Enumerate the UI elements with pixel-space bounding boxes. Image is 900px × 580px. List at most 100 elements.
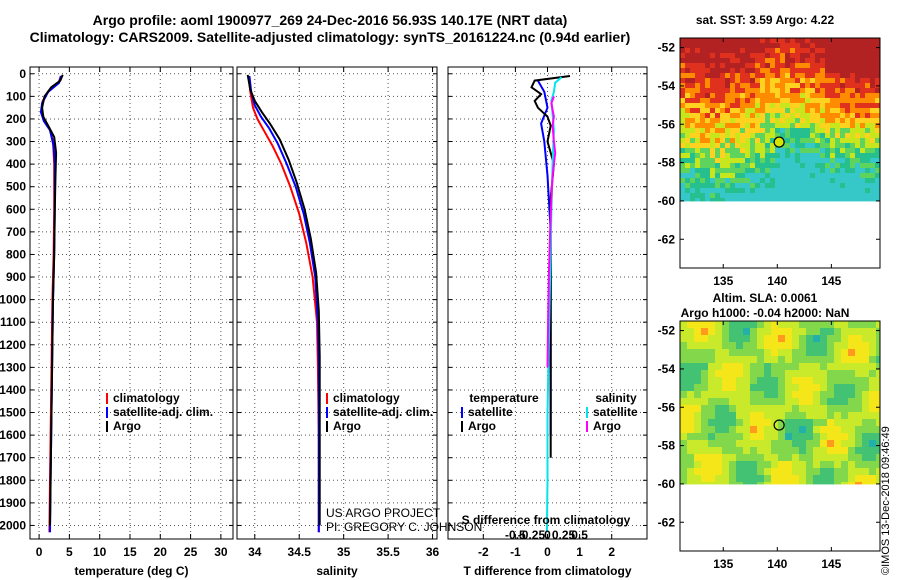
depth-tick-label: 500 bbox=[6, 180, 26, 194]
legend-label-temperature: satellite bbox=[468, 405, 513, 419]
top-tick-label: -0.5 bbox=[505, 528, 526, 542]
x-axis-label-temperature: temperature (deg C) bbox=[74, 564, 188, 578]
map-y-tick-label: -56 bbox=[658, 117, 676, 131]
x-tick-label: 34.5 bbox=[288, 545, 312, 559]
depth-tick-label: 900 bbox=[6, 270, 26, 284]
series-line-salinity-0 bbox=[247, 75, 320, 533]
map-x-tick-label: 140 bbox=[767, 557, 787, 571]
argo-position-marker bbox=[773, 136, 785, 148]
legend-title-salinity: salinity bbox=[595, 391, 637, 405]
top-tick-label: 0.5 bbox=[571, 528, 588, 542]
depth-tick-label: 1200 bbox=[0, 338, 26, 352]
x-tick-label: 1 bbox=[576, 545, 583, 559]
x-tick-label: -1 bbox=[510, 545, 521, 559]
map-frame-sst_map bbox=[679, 37, 881, 269]
depth-tick-label: 400 bbox=[6, 157, 26, 171]
depth-tick-label: 100 bbox=[6, 89, 26, 103]
panel-frame-salinity bbox=[236, 66, 438, 540]
depth-tick-label: 2000 bbox=[0, 518, 26, 532]
sla-map-title-1: Altim. SLA: 0.0061 bbox=[713, 291, 818, 305]
legend-label-salinity: satellite bbox=[593, 405, 638, 419]
depth-tick-label: 1800 bbox=[0, 473, 26, 487]
legend-label-salinity: climatology bbox=[333, 391, 400, 405]
map-y-tick-label: -60 bbox=[658, 477, 676, 491]
series-line-difference-3 bbox=[546, 96, 557, 368]
x-tick-label: 0 bbox=[544, 545, 551, 559]
series-line-temperature-2 bbox=[41, 74, 64, 526]
map-x-tick-label: 140 bbox=[767, 274, 787, 288]
x-tick-label: 30 bbox=[214, 545, 228, 559]
x-axis-label-top: S difference from climatology bbox=[462, 513, 631, 527]
plot-title-line2: Climatology: CARS2009. Satellite-adjuste… bbox=[29, 29, 631, 45]
x-tick-label: 15 bbox=[123, 545, 137, 559]
legend-title-temperature: temperature bbox=[469, 391, 539, 405]
x-tick-label: 2 bbox=[608, 545, 615, 559]
series-line-salinity-1 bbox=[248, 75, 320, 533]
depth-tick-label: 1900 bbox=[0, 496, 26, 510]
depth-tick-label: 1300 bbox=[0, 360, 26, 374]
depth-tick-label: 300 bbox=[6, 135, 26, 149]
depth-tick-label: 1600 bbox=[0, 428, 26, 442]
map-y-tick-label: -52 bbox=[658, 41, 676, 55]
map-y-tick-label: -56 bbox=[658, 400, 676, 414]
x-tick-label: 36 bbox=[426, 545, 440, 559]
x-axis-label-difference: T difference from climatology bbox=[463, 564, 631, 578]
depth-tick-label: 1000 bbox=[0, 293, 26, 307]
x-tick-label: 5 bbox=[66, 545, 73, 559]
map-y-tick-label: -52 bbox=[658, 324, 676, 338]
x-axis-label-salinity: salinity bbox=[316, 564, 358, 578]
panel-frame-temperature bbox=[29, 66, 234, 540]
depth-tick-label: 200 bbox=[6, 112, 26, 126]
x-tick-label: 20 bbox=[154, 545, 168, 559]
depth-tick-label: 700 bbox=[6, 225, 26, 239]
depth-tick-label: 1500 bbox=[0, 406, 26, 420]
depth-tick-label: 1100 bbox=[0, 315, 26, 329]
depth-tick-label: 800 bbox=[6, 247, 26, 261]
series-line-difference-2 bbox=[545, 76, 563, 533]
map-y-tick-label: -62 bbox=[658, 232, 676, 246]
map-y-tick-label: -60 bbox=[658, 194, 676, 208]
plot-title-line1: Argo profile: aoml 1900977_269 24-Dec-20… bbox=[92, 12, 568, 28]
map-y-tick-label: -62 bbox=[658, 515, 676, 529]
sla-map-title-2: Argo h1000: -0.04 h2000: NaN bbox=[681, 306, 850, 320]
x-tick-label: 35.5 bbox=[376, 545, 400, 559]
x-tick-label: 35 bbox=[337, 545, 351, 559]
top-tick-label: -0.25 bbox=[518, 528, 546, 542]
legend-label-temperature: Argo bbox=[113, 419, 141, 433]
legend-label-temperature: satellite-adj. clim. bbox=[113, 405, 213, 419]
depth-tick-label: 600 bbox=[6, 202, 26, 216]
map-y-tick-label: -58 bbox=[658, 156, 676, 170]
map-y-tick-label: -54 bbox=[658, 362, 676, 376]
series-line-difference-1 bbox=[530, 75, 571, 458]
x-tick-label: 10 bbox=[93, 545, 107, 559]
legend-label-temperature: climatology bbox=[113, 391, 180, 405]
sst-map-title: sat. SST: 3.59 Argo: 4.22 bbox=[696, 13, 835, 27]
depth-tick-label: 0 bbox=[19, 67, 26, 81]
map-x-tick-label: 135 bbox=[713, 557, 733, 571]
map-image-sst_map bbox=[680, 38, 881, 202]
map-x-tick-label: 145 bbox=[821, 274, 841, 288]
map-frame-sla_map bbox=[679, 320, 881, 552]
top-tick-label: 0.25 bbox=[552, 528, 576, 542]
x-tick-label: -2 bbox=[478, 545, 489, 559]
argo-position-marker bbox=[773, 419, 785, 431]
map-y-tick-label: -58 bbox=[658, 439, 676, 453]
credit-line2: PI: GREGORY C. JOHNSON bbox=[326, 520, 482, 534]
legend-label-salinity: Argo bbox=[333, 419, 361, 433]
map-image-sla_map bbox=[680, 321, 881, 485]
top-tick-label: 0 bbox=[544, 528, 551, 542]
series-line-salinity-2 bbox=[246, 74, 321, 526]
legend-label-salinity: satellite-adj. clim. bbox=[333, 405, 433, 419]
map-x-tick-label: 145 bbox=[821, 557, 841, 571]
x-tick-label: 25 bbox=[184, 545, 198, 559]
x-tick-label: 0 bbox=[36, 545, 43, 559]
map-x-tick-label: 135 bbox=[713, 274, 733, 288]
depth-tick-label: 1400 bbox=[0, 383, 26, 397]
legend-label-salinity: Argo bbox=[593, 419, 621, 433]
x-tick-label: 34 bbox=[248, 545, 262, 559]
legend-label-temperature: Argo bbox=[468, 419, 496, 433]
map-y-tick-label: -54 bbox=[658, 79, 676, 93]
depth-tick-label: 1700 bbox=[0, 451, 26, 465]
credit-line1: US ARGO PROJECT bbox=[326, 506, 441, 520]
